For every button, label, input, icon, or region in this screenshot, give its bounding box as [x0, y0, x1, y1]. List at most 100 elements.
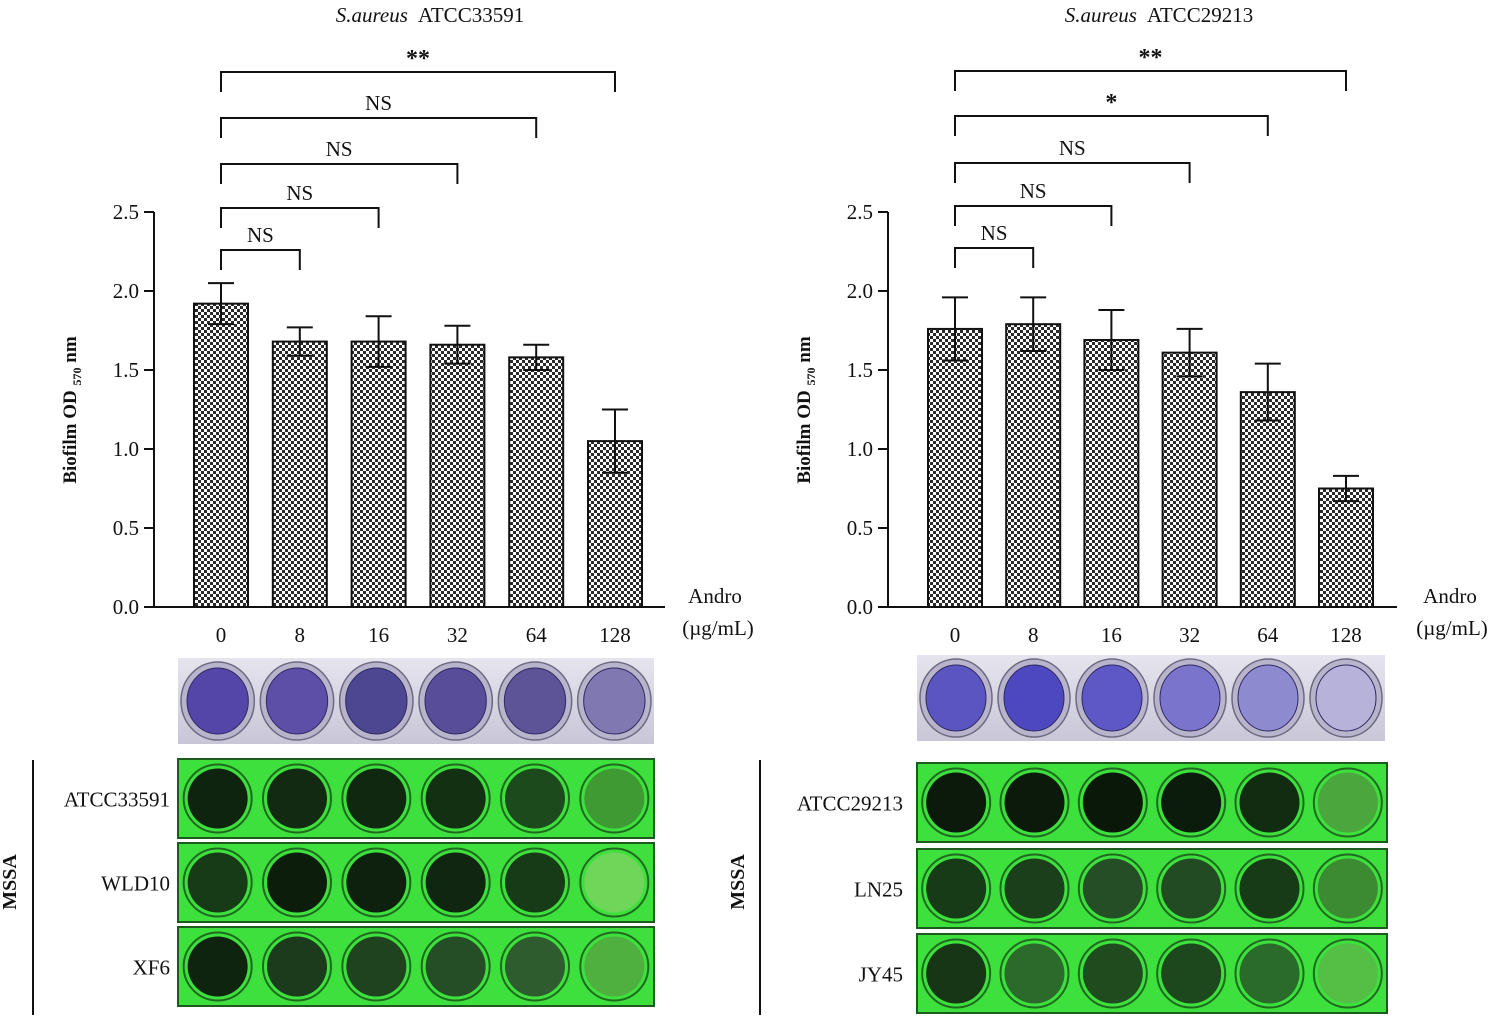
strip-well-rim: [500, 847, 570, 918]
x-tick-label: 16: [368, 623, 389, 647]
significance-bracket: [954, 70, 1347, 91]
x-tick-label: 64: [1257, 623, 1279, 647]
x-axis-label-andro: Andro: [688, 584, 742, 608]
significance-label: NS: [247, 223, 274, 247]
x-axis-tick-labels: 0 8 16 32 64 128: [950, 623, 1362, 647]
strip-well-rim: [1234, 853, 1305, 924]
bar-64: [508, 356, 565, 608]
title-strain: ATCC33591: [418, 3, 524, 27]
ylabel-main: Biofilm OD: [794, 390, 815, 483]
fluorescence-strip: [916, 933, 1388, 1014]
strip-well: [1082, 858, 1143, 919]
strip-well: [425, 936, 486, 997]
svg-text:Biofilm OD 570: Biofilm OD 570 nm: [794, 336, 820, 483]
strip-well: [584, 936, 645, 997]
plate-well-stain: [1159, 664, 1221, 732]
strip-well: [1239, 858, 1300, 919]
y-tick-label: 2.5: [113, 200, 139, 224]
strip-well: [926, 772, 987, 833]
y-axis-ticks: 0.0 0.5 1.0 1.5 2.0 2.5: [847, 200, 888, 619]
strip-well-rim: [1312, 853, 1383, 924]
strip-well: [1082, 772, 1143, 833]
strip-well: [1004, 772, 1065, 833]
strip-well: [505, 936, 565, 997]
strip-well-rim: [1234, 938, 1305, 1009]
significance-label: NS: [286, 181, 313, 205]
significance-label: **: [1139, 45, 1163, 71]
x-tick-label: 32: [447, 623, 468, 647]
significance-label: NS: [326, 137, 353, 161]
strip-well-rim: [1312, 938, 1383, 1009]
strip-well: [1161, 772, 1222, 833]
strip-well-rim: [500, 763, 570, 834]
plate-wells: [180, 661, 652, 741]
bar-128: [1318, 487, 1374, 608]
plate-well-stain: [503, 667, 567, 735]
strip-well-rim: [420, 847, 491, 918]
bars: [927, 323, 1374, 608]
plate-well-stain: [424, 667, 487, 735]
plate-well-stain: [1237, 664, 1299, 732]
strip-well-rim: [500, 931, 570, 1002]
fluorescence-strips: ATCC29213 LN25 JY45: [797, 762, 1388, 1014]
y-axis-ticks: 0.0 0.5 1.0 1.5 2.0 2.5: [113, 200, 154, 619]
error-bars: [942, 296, 1359, 503]
bar-32: [429, 343, 486, 608]
panel-atcc29213: S.aureus ATCC29213 Biofilm OD 570 nm 0.0…: [727, 3, 1488, 1015]
significance-bracket: [220, 249, 301, 270]
significance-label: NS: [1020, 179, 1047, 203]
bars: [193, 302, 643, 608]
significance-label: NS: [1059, 136, 1086, 160]
x-tick-label: 64: [526, 623, 548, 647]
significance-bracket: [220, 207, 380, 228]
x-tick-label: 16: [1101, 623, 1122, 647]
title-strain: ATCC29213: [1147, 3, 1253, 27]
strip-well-rim: [921, 853, 992, 924]
strip-well-rim: [921, 938, 992, 1009]
ylabel-main: Biofilm OD: [60, 390, 81, 483]
panel-atcc33591: S.aureus ATCC33591 Biofilm OD 570 nm 0.0…: [0, 3, 754, 1015]
strip-well-rim: [999, 767, 1070, 838]
group-label-mssa: MSSA: [727, 854, 749, 910]
x-tick-label: 0: [216, 623, 227, 647]
strip-well: [346, 852, 407, 913]
strip-well: [346, 936, 407, 997]
plate-well-stain: [925, 664, 987, 732]
significance-label: NS: [365, 91, 392, 115]
strip-well-rim: [1077, 938, 1148, 1009]
x-axis-label-unit: (µg/mL): [1416, 616, 1488, 640]
strain-label: LN25: [854, 878, 903, 902]
strip-well: [425, 852, 486, 913]
y-tick-label: 2.0: [847, 279, 873, 303]
significance-bracket: [954, 162, 1191, 183]
fluorescence-strip: [177, 926, 655, 1007]
plate-wells: [919, 658, 1383, 738]
svg-text:Biofilm OD 570: Biofilm OD 570 nm: [60, 336, 86, 483]
plate-background: [178, 658, 654, 744]
strip-well: [267, 852, 327, 913]
chart-title: S.aureus ATCC29213: [1065, 3, 1253, 27]
y-tick-label: 1.5: [113, 358, 139, 382]
strip-well: [267, 768, 327, 829]
strain-label: WLD10: [101, 872, 170, 896]
strain-label: JY45: [859, 963, 903, 987]
y-tick-label: 0.5: [113, 516, 139, 540]
strip-well: [505, 852, 565, 913]
significance-bracket: [954, 115, 1269, 136]
strip-well-rim: [999, 938, 1070, 1009]
strip-well: [584, 852, 645, 913]
strip-well-rim: [921, 767, 992, 838]
strip-well: [425, 768, 486, 829]
plate-well-stain: [1003, 664, 1065, 732]
strip-well: [1239, 943, 1300, 1004]
x-tick-label: 128: [599, 623, 631, 647]
y-axis-label: Biofilm OD 570 nm: [60, 336, 86, 483]
strip-well: [267, 936, 327, 997]
strip-well-rim: [999, 853, 1070, 924]
ylabel-unit: nm: [794, 336, 815, 363]
strip-well-rim: [1312, 767, 1383, 838]
strip-well: [187, 852, 248, 913]
strip-well: [926, 858, 987, 919]
plate-well-stain: [186, 667, 249, 735]
fluorescence-strip: [916, 762, 1388, 843]
